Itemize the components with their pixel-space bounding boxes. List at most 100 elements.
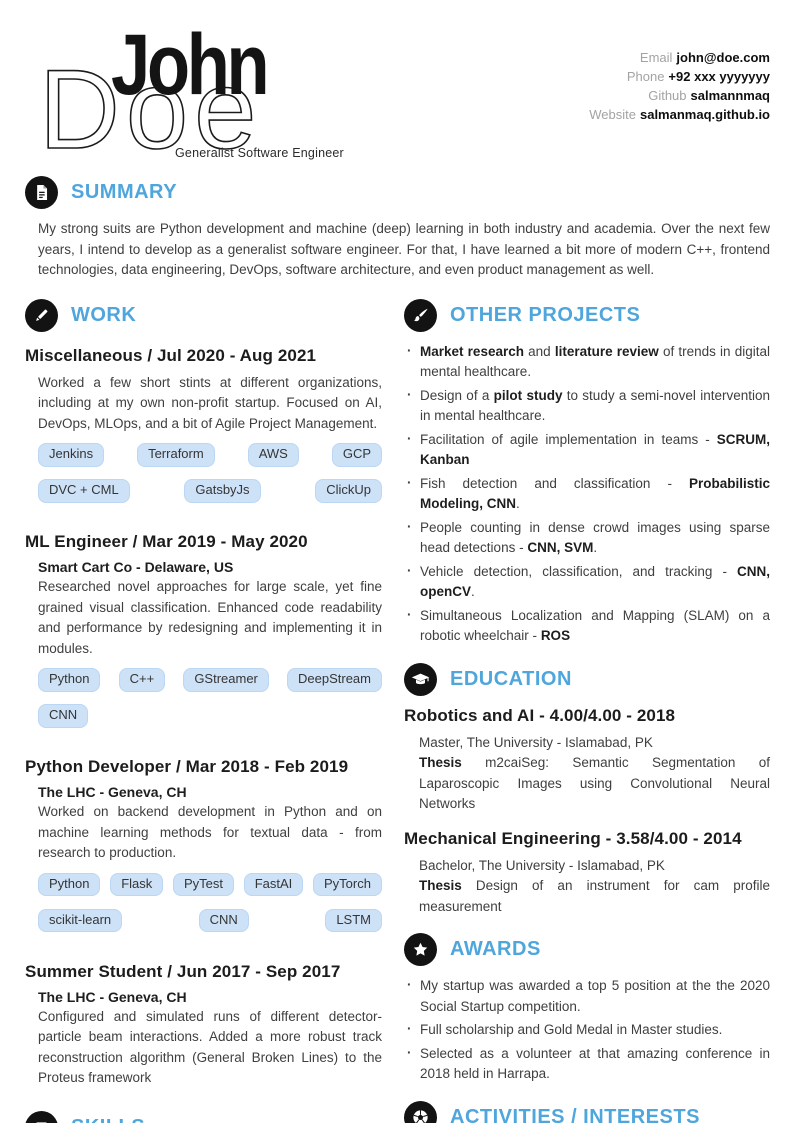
contact-phone: Phone +92 xxx yyyyyyy [589,67,770,86]
tech-tags: Python C++ GStreamer DeepStream CNN [38,661,382,769]
tag: GatsbyJs [184,479,261,503]
job-title-subtitle: Generalist Software Engineer [175,146,344,160]
job-entry: Python Developer / Mar 2018 - Feb 2019 T… [25,757,382,974]
contact-label: Github [648,88,687,103]
tag: Flask [110,872,164,897]
job-description: Researched novel approaches for large sc… [38,579,382,656]
columns: WORK Miscellaneous / Jul 2020 - Aug 2021… [25,283,770,1123]
job-heading: Python Developer / Mar 2018 - Feb 2019 [25,757,349,777]
project-bullet: Design of a pilot study to study a semi-… [404,385,770,427]
project-bullet: People counting in dense crowd images us… [404,517,770,559]
tag: GStreamer [183,668,269,692]
job-description: Worked on backend development in Python … [38,804,382,861]
list-icon [25,1110,58,1123]
degree-institution: Master, The University - Islamabad, PK [419,734,653,750]
summary-section-header: SUMMARY [25,176,770,209]
company-location: The LHC - Geneva, CH [38,988,187,1005]
tag: AWS [247,443,299,467]
tag: Terraform [137,443,215,467]
contact-block: Email john@doe.com Phone +92 xxx yyyyyyy G… [589,48,770,124]
education-section-header: EDUCATION [404,662,770,696]
job-entry: Miscellaneous / Jul 2020 - Aug 2021 Work… [25,345,383,545]
pencil-icon [25,298,58,332]
contact-value: salmannmaq [690,88,770,103]
tag: Jenkins [38,443,105,467]
contact-label: Phone [626,69,665,84]
project-bullet: Simultaneous Localization and Mapping (S… [404,605,770,647]
tag: CNN [38,704,89,728]
tech-tags: Python Flask PyTest FastAI PyTorch sciki… [38,866,382,974]
right-column: OTHER PROJECTS Market research and liter… [404,283,770,1123]
section-title: SUMMARY [71,181,178,203]
job-entry: ML Engineer / Mar 2019 - May 2020 Smart … [25,532,382,769]
tag: scikit-learn [38,908,123,933]
project-bullet: Vehicle detection, classification, and t… [404,561,770,603]
contact-value: john@doe.com [676,50,770,65]
tag: FastAI [243,872,304,897]
name-block: Doe John Generalist Software Engineer [25,18,465,172]
star-icon [404,933,437,967]
award-bullet: Selected as a volunteer at that amazing … [404,1043,770,1085]
last-name: Doe [38,47,263,172]
skills-section-header: SKILLS [25,1110,382,1123]
tech-tags: Jenkins Terraform AWS GCP DVC + CML Gats… [38,436,383,544]
section-title: OTHER PROJECTS [450,303,641,326]
project-bullet: Fish detection and classification - Prob… [404,473,770,515]
section-awards: AWARDS My startup was awarded a top 5 po… [404,933,770,1085]
section-education: EDUCATION Robotics and AI - 4.00/4.00 - … [404,662,770,918]
job-description: Worked a few short stints at different o… [38,374,382,431]
job-entry: Summer Student / Jun 2017 - Sep 2017 The… [25,962,382,1089]
contact-github: Github salmannmaq [589,86,770,105]
other-projects-section-header: OTHER PROJECTS [404,298,770,332]
job-description: Configured and simulated runs of differe… [38,1008,382,1086]
job-heading: Summer Student / Jun 2017 - Sep 2017 [25,961,341,981]
project-bullet: Market research and literature review of… [404,341,770,383]
work-section-header: WORK [25,298,382,332]
tag: C++ [118,668,166,692]
job-heading: Miscellaneous / Jul 2020 - Aug 2021 [25,345,317,365]
left-column: WORK Miscellaneous / Jul 2020 - Aug 2021… [25,283,383,1123]
degree-heading: Robotics and AI - 4.00/4.00 - 2018 [404,705,676,725]
section-other-projects: OTHER PROJECTS Market research and liter… [404,298,770,647]
paintbrush-icon [404,298,437,332]
company-location: The LHC - Geneva, CH [38,784,187,801]
section-title: WORK [71,303,137,326]
section-title: EDUCATION [450,667,572,690]
contact-value: +92 xxx yyyyyyy [668,69,770,84]
tag: Python [38,668,101,692]
tag: Python [38,872,101,897]
section-title: AWARDS [450,938,541,961]
degree-entry: Robotics and AI - 4.00/4.00 - 2018 Maste… [404,706,770,815]
contact-value: salmanmaq.github.io [639,107,770,122]
award-bullet: My startup was awarded a top 5 position … [404,975,770,1017]
tag: PyTest [172,872,234,897]
tag: LSTM [325,908,382,933]
award-bullet: Full scholarship and Gold Medal in Maste… [404,1019,770,1041]
activities-section-header: ACTIVITIES / INTERESTS [404,1100,770,1123]
header: Doe John Generalist Software Engineer Em… [25,18,770,172]
job-heading: ML Engineer / Mar 2019 - May 2020 [25,532,308,552]
contact-email: Email john@doe.com [589,48,770,67]
section-summary: SUMMARY My strong suits are Python devel… [25,176,770,281]
section-work: WORK Miscellaneous / Jul 2020 - Aug 2021… [25,298,383,1089]
degree-entry: Mechanical Engineering - 3.58/4.00 - 201… [404,829,770,918]
degree-institution: Bachelor, The University - Islamabad, PK [419,857,665,873]
degree-thesis: Thesis Design of an instrument for cam p… [419,878,770,914]
contact-website: Website salmanmaq.github.io [589,105,770,124]
first-name: John [111,17,270,113]
graduation-cap-icon [404,662,437,696]
degree-heading: Mechanical Engineering - 3.58/4.00 - 201… [404,828,742,848]
document-icon [25,176,58,209]
awards-section-header: AWARDS [404,933,770,967]
degree-thesis: Thesis m2caiSeg: Semantic Segmentation o… [419,755,770,812]
section-skills: SKILLS Languages: Python, C++, C, JavaSc… [25,1110,382,1123]
contact-label: Website [589,107,636,122]
project-bullet: Facilitation of agile implementation in … [404,429,770,471]
tag: PyTorch [313,872,382,897]
tag: GCP [331,443,383,467]
tag: DVC + CML [38,479,130,503]
tag: DeepStream [287,668,382,692]
section-activities: ACTIVITIES / INTERESTS Proactive about l… [404,1100,770,1123]
summary-text: My strong suits are Python development a… [38,221,770,278]
tag: ClickUp [315,479,382,503]
